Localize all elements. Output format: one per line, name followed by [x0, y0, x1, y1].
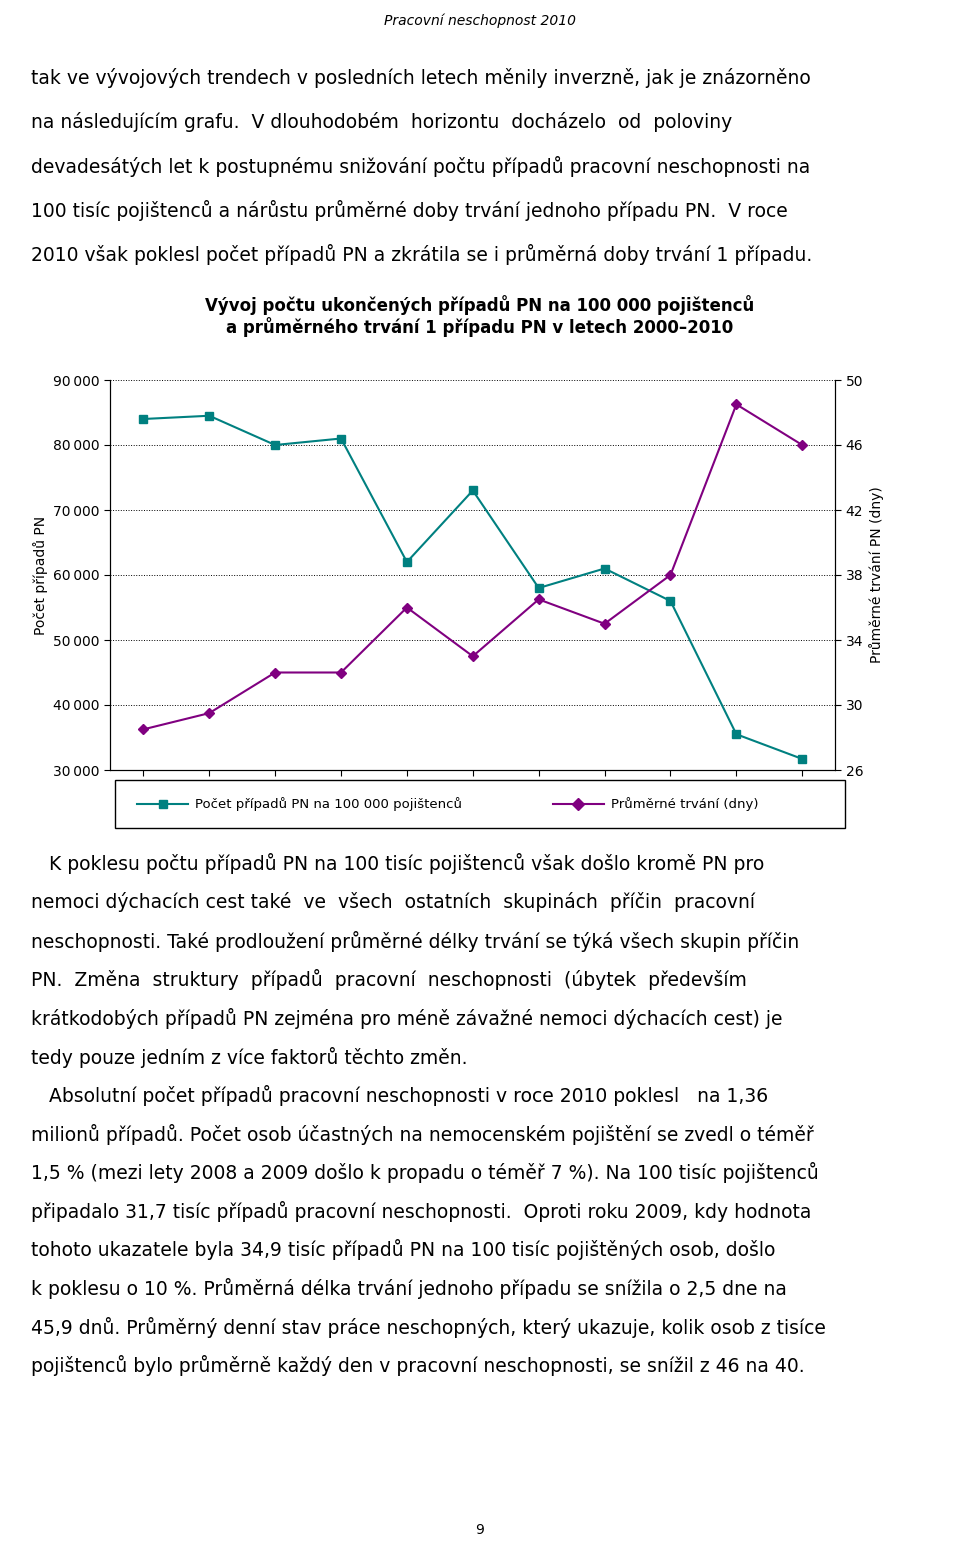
- Text: 1,5 % (mezi lety 2008 a 2009 došlo k propadu o téměř 7 %). Na 100 tisíc pojišten: 1,5 % (mezi lety 2008 a 2009 došlo k pro…: [31, 1163, 819, 1183]
- Text: 2010 však poklesl počet případů PN a zkrátila se i průměrná doby trvání 1 případ: 2010 však poklesl počet případů PN a zkr…: [31, 245, 812, 265]
- Text: Pracovní neschopnost 2010: Pracovní neschopnost 2010: [384, 14, 576, 28]
- Text: 100 tisíc pojištenců a nárůstu průměrné doby trvání jednoho případu PN.  V roce: 100 tisíc pojištenců a nárůstu průměrné …: [31, 200, 787, 221]
- Text: Vývoj počtu ukončených případů PN na 100 000 pojištenců: Vývoj počtu ukončených případů PN na 100…: [205, 295, 755, 315]
- Text: Absolutní počet případů pracovní neschopnosti v roce 2010 poklesl   na 1,36: Absolutní počet případů pracovní neschop…: [31, 1085, 768, 1105]
- Text: devadesátých let k postupnému snižování počtu případů pracovní neschopnosti na: devadesátých let k postupnému snižování …: [31, 156, 810, 178]
- Text: milionů případů. Počet osob účastných na nemocenském pojištění se zvedl o téměř: milionů případů. Počet osob účastných na…: [31, 1124, 813, 1144]
- Text: pojištenců bylo průměrně každý den v pracovní neschopnosti, se snížil z 46 na 40: pojištenců bylo průměrně každý den v pra…: [31, 1355, 804, 1377]
- Y-axis label: Počet případů PN: Počet případů PN: [33, 516, 48, 635]
- Text: k poklesu o 10 %. Průměrná délka trvání jednoho případu se snížila o 2,5 dne na: k poklesu o 10 %. Průměrná délka trvání …: [31, 1278, 786, 1299]
- Text: Počet případů PN na 100 000 pojištenců: Počet případů PN na 100 000 pojištenců: [196, 797, 463, 811]
- Text: 45,9 dnů. Průměrný denní stav práce neschopných, který ukazuje, kolik osob z tis: 45,9 dnů. Průměrný denní stav práce nesc…: [31, 1317, 826, 1338]
- Y-axis label: Průměrné trvání PN (dny): Průměrné trvání PN (dny): [869, 486, 884, 664]
- Text: tak ve vývojových trendech v posledních letech měnily inverzně, jak je znázorněn: tak ve vývojových trendech v posledních …: [31, 69, 810, 87]
- Text: nemoci dýchacích cest také  ve  všech  ostatních  skupinách  příčin  pracovní: nemoci dýchacích cest také ve všech osta…: [31, 892, 755, 912]
- Text: tedy pouze jedním z více faktorů těchto změn.: tedy pouze jedním z více faktorů těchto …: [31, 1048, 468, 1068]
- Text: 9: 9: [475, 1523, 485, 1537]
- Text: připadalo 31,7 tisíc případů pracovní neschopnosti.  Oproti roku 2009, kdy hodno: připadalo 31,7 tisíc případů pracovní ne…: [31, 1200, 811, 1222]
- Text: neschopnosti. Také prodloužení průměrné délky trvání se týká všech skupin příčin: neschopnosti. Také prodloužení průměrné …: [31, 931, 799, 951]
- Text: krátkodobých případů PN zejména pro méně závažné nemoci dýchacích cest) je: krátkodobých případů PN zejména pro méně…: [31, 1009, 782, 1029]
- Text: Průměrné trvání (dny): Průměrné trvání (dny): [612, 797, 758, 811]
- Text: na následujícím grafu.  V dlouhodobém  horizontu  docházelo  od  poloviny: na následujícím grafu. V dlouhodobém hor…: [31, 112, 732, 133]
- Text: a průměrného trvání 1 případu PN v letech 2000–2010: a průměrného trvání 1 případu PN v letec…: [227, 316, 733, 337]
- Text: K poklesu počtu případů PN na 100 tisíc pojištenců však došlo kromě PN pro: K poklesu počtu případů PN na 100 tisíc …: [31, 853, 764, 875]
- Text: PN.  Změna  struktury  případů  pracovní  neschopnosti  (úbytek  především: PN. Změna struktury případů pracovní nes…: [31, 970, 747, 990]
- Text: tohoto ukazatele byla 34,9 tisíc případů PN na 100 tisíc pojištěných osob, došlo: tohoto ukazatele byla 34,9 tisíc případů…: [31, 1239, 775, 1261]
